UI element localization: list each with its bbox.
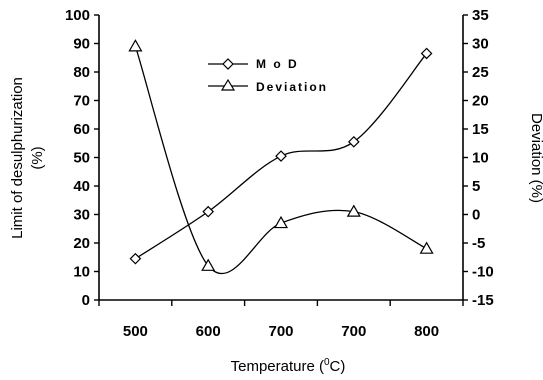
series-mod-point-diamond	[347, 135, 360, 148]
x-tick-label: 600	[196, 323, 221, 340]
series-deviation-line	[134, 46, 427, 275]
y-left-tick-label: 60	[73, 121, 90, 138]
y-axis-right-title: Deviation (%)	[528, 113, 543, 203]
y-right-tick-label: -5	[472, 235, 485, 252]
y-left-tick-label: 90	[73, 36, 90, 53]
x-tick-label: 500	[123, 323, 148, 340]
y-left-tick-label: 10	[73, 264, 90, 281]
series-mod-point-diamond	[129, 252, 142, 265]
y-right-tick-label: 15	[472, 121, 489, 138]
y-left-tick-label: 70	[73, 93, 90, 110]
y-right-tick-label: 5	[472, 178, 480, 195]
y-axis-left-title-line1: Limit of desulphurization	[9, 77, 26, 239]
x-axis-title-main: Temperature (	[231, 358, 324, 375]
y-right-tick-label: 35	[472, 7, 489, 24]
series-deviation-point-triangle	[346, 204, 361, 217]
y-left-tick-label: 30	[73, 207, 90, 224]
y-left-tick-label: 50	[73, 150, 90, 167]
series-deviation-point-triangle	[419, 241, 434, 254]
x-axis-ticks: 500 600 700 700 800	[98, 300, 464, 340]
x-tick-label: 700	[268, 323, 293, 340]
series-mod-point-diamond	[420, 47, 433, 60]
y-right-tick-label: 30	[472, 36, 489, 53]
series-layer	[128, 39, 434, 275]
legend-deviation-label: Deviation	[256, 80, 328, 94]
y-left-tick-label: 100	[65, 7, 90, 24]
legend-mod-label: M o D	[256, 57, 299, 71]
x-axis-title-superscript: 0	[324, 357, 330, 368]
series-deviation-point-triangle	[273, 215, 289, 229]
right-axis-ticks: -15 -10 -5 0 5 10 15 20 25 30 35	[463, 7, 494, 309]
y-right-tick-label: 25	[472, 64, 489, 81]
y-left-tick-label: 80	[73, 64, 90, 81]
left-axis-ticks: 0 10 20 30 40 50 60 70 80 90 100	[65, 7, 99, 309]
y-right-tick-label: -15	[472, 292, 494, 309]
y-left-tick-label: 40	[73, 178, 90, 195]
legend-deviation-triangle-icon	[220, 78, 236, 91]
series-mod-point-diamond	[275, 150, 287, 162]
y-right-tick-label: 0	[472, 207, 480, 224]
x-axis-title-tail: C)	[330, 358, 346, 375]
series-deviation-point-triangle	[128, 39, 143, 52]
x-axis-title: Temperature (0C)	[231, 357, 346, 375]
y-right-tick-label: 10	[472, 150, 489, 167]
y-left-tick-label: 20	[73, 235, 90, 252]
legend-mod-diamond-icon	[222, 58, 234, 70]
x-tick-label: 700	[341, 323, 366, 340]
series-deviation-point-triangle	[201, 258, 216, 271]
y-right-tick-label: 20	[472, 93, 489, 110]
y-left-tick-label: 0	[82, 292, 90, 309]
legend: M o D Deviation	[208, 57, 328, 94]
series-mod-point-diamond	[202, 205, 215, 218]
y-axis-left-title-line2: (%)	[29, 146, 46, 169]
x-tick-label: 800	[414, 323, 439, 340]
y-right-tick-label: -10	[472, 264, 494, 281]
